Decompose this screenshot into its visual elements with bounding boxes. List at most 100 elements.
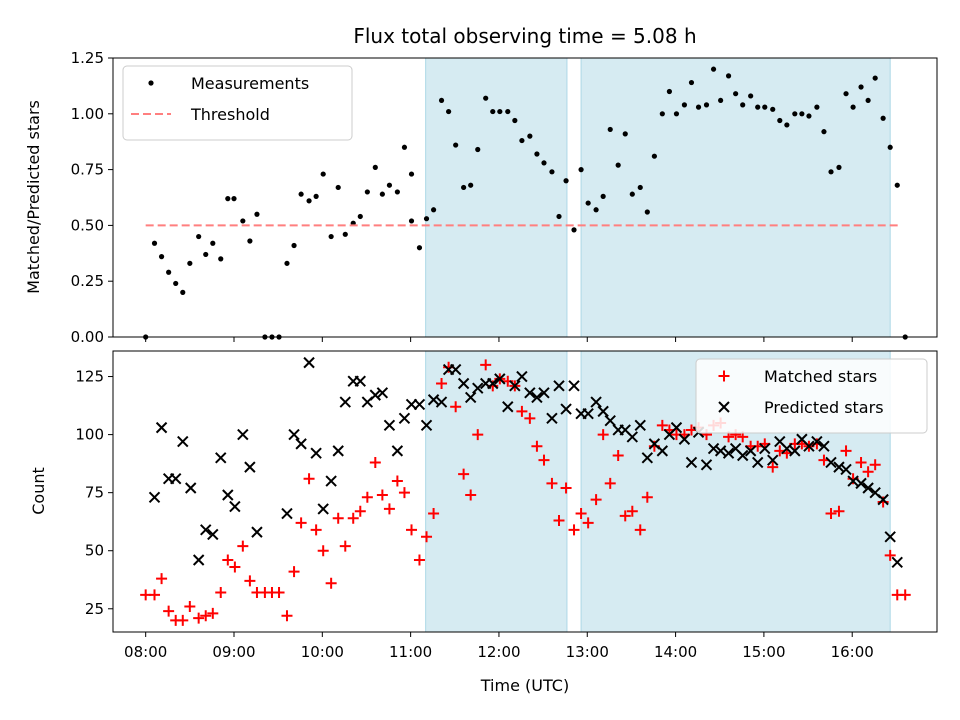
data-point <box>685 456 698 469</box>
data-point <box>546 412 558 425</box>
data-point <box>225 196 231 202</box>
data-point <box>755 104 761 110</box>
data-point <box>408 218 415 224</box>
data-point <box>187 260 193 266</box>
data-point <box>483 95 489 101</box>
data-point <box>541 160 547 166</box>
data-point <box>585 200 591 206</box>
data-point <box>325 577 337 589</box>
data-point <box>303 473 315 485</box>
data-point <box>700 459 713 471</box>
data-point <box>770 106 776 112</box>
data-point <box>880 115 886 121</box>
data-point <box>759 442 771 455</box>
data-point <box>546 477 558 489</box>
data-point <box>582 407 594 420</box>
data-point <box>155 421 168 434</box>
data-point <box>641 452 654 464</box>
data-point <box>806 113 812 119</box>
data-point <box>781 442 793 455</box>
y-tick-label: 1.00 <box>71 105 104 123</box>
bottom-panel: 08:00 09:00 10:00 11:00 12:00 13:00 14:00 15:00… <box>29 350 938 661</box>
data-point <box>509 380 521 392</box>
legend-label: Predicted stars <box>764 398 884 417</box>
data-point <box>468 182 474 188</box>
data-point <box>736 449 749 462</box>
data-point <box>391 475 403 487</box>
data-point <box>604 414 616 427</box>
y-tick-label: 75 <box>85 484 104 502</box>
data-point <box>291 242 297 249</box>
data-point <box>777 117 783 124</box>
data-point <box>317 503 329 515</box>
data-point <box>357 213 363 220</box>
data-point <box>480 359 492 371</box>
data-point <box>148 491 161 504</box>
data-point <box>502 401 514 413</box>
data-point <box>718 97 724 104</box>
data-point <box>229 561 241 573</box>
data-point <box>744 445 757 457</box>
data-point <box>597 429 609 441</box>
data-point <box>306 198 312 204</box>
data-point <box>538 387 550 399</box>
top-panel-x-ticks <box>145 337 853 342</box>
data-point <box>193 612 205 624</box>
data-point <box>364 189 370 195</box>
data-point <box>406 524 418 536</box>
data-point <box>458 468 470 480</box>
data-point <box>629 191 635 197</box>
data-point <box>524 387 536 399</box>
data-point <box>215 587 227 599</box>
data-point <box>446 108 452 115</box>
data-point <box>298 191 304 197</box>
data-point <box>615 162 621 168</box>
data-point <box>568 524 580 536</box>
data-point <box>158 254 165 260</box>
data-point <box>767 454 779 466</box>
data-point <box>578 167 584 173</box>
data-point <box>354 375 366 387</box>
series-measurements <box>143 66 908 340</box>
data-point <box>328 233 334 240</box>
data-point <box>361 491 373 503</box>
y-tick-label: 0.75 <box>71 161 104 179</box>
x-axis-label: Time (UTC) <box>480 676 569 695</box>
bottom-panel-y-ticks: 25 50 75 100 125 <box>75 368 113 618</box>
top-panel: 0.00 0.25 0.50 0.75 1.00 1.25 Matched/Predict… <box>24 49 938 346</box>
data-point <box>376 387 389 399</box>
x-tick-label: 08:00 <box>124 643 167 661</box>
top-panel-y-axis-label: Matched/Predicted stars <box>24 100 43 294</box>
data-point <box>604 477 616 489</box>
data-point <box>347 512 359 524</box>
data-point <box>180 289 186 295</box>
data-point <box>428 508 440 520</box>
data-point <box>320 171 326 177</box>
data-point <box>707 442 720 455</box>
data-point <box>681 102 688 108</box>
data-point <box>836 164 842 170</box>
data-point <box>494 373 506 385</box>
data-point <box>177 435 189 448</box>
data-point <box>490 108 496 115</box>
data-point <box>408 171 415 177</box>
data-point <box>273 587 285 599</box>
data-point <box>435 396 448 408</box>
bottom-panel-y-axis-label: Count <box>29 467 48 515</box>
data-point <box>714 445 727 457</box>
y-tick-label: 25 <box>85 600 104 618</box>
data-point <box>571 227 577 233</box>
legend-label: Threshold <box>190 105 270 124</box>
data-point <box>722 447 735 459</box>
data-point <box>247 238 253 244</box>
data-point <box>203 251 209 258</box>
data-point <box>339 540 351 552</box>
data-point <box>622 131 628 137</box>
data-point <box>438 97 445 104</box>
legend-label: Matched stars <box>764 367 877 386</box>
data-point <box>833 505 845 517</box>
data-point <box>421 531 433 543</box>
legend-box <box>695 358 928 434</box>
data-point <box>877 493 889 506</box>
data-point <box>192 554 205 566</box>
